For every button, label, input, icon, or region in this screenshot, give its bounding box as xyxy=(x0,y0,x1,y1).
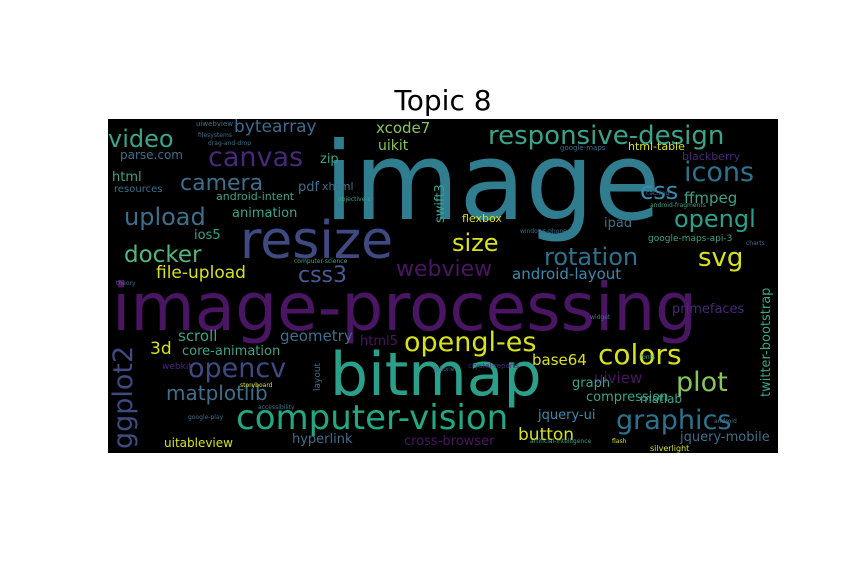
word-html: html xyxy=(112,170,142,185)
word-css: css xyxy=(640,177,679,205)
chart-title: Topic 8 xyxy=(394,84,492,117)
word-google-maps-api-3: google-maps-api-3 xyxy=(648,234,733,244)
word-canvas: canvas xyxy=(208,142,304,173)
word-ffmpeg: ffmpeg xyxy=(684,189,738,207)
word-button: button xyxy=(518,425,575,445)
word-hyperlink: hyperlink xyxy=(292,432,353,447)
word-upload: upload xyxy=(124,203,206,231)
word-resize: resize xyxy=(240,211,394,271)
word-graphics: graphics xyxy=(616,405,732,436)
word-bytearray: bytearray xyxy=(234,119,317,137)
word-file-upload: file-upload xyxy=(156,263,246,283)
word-image: image xyxy=(324,120,661,245)
word-webview: webview xyxy=(396,257,493,282)
word-charts: charts xyxy=(746,240,765,247)
word-icons: icons xyxy=(684,157,755,188)
word-uiview: uiview xyxy=(594,369,643,387)
word-css3: css3 xyxy=(298,263,348,288)
word-html-table: html-table xyxy=(628,140,685,153)
word-3d: 3d xyxy=(150,339,172,359)
word-docker: docker xyxy=(124,242,202,268)
word-animation: animation xyxy=(232,206,298,221)
word-fonts: fonts xyxy=(640,354,656,361)
word-flash: flash xyxy=(612,438,627,445)
word-widget: widget xyxy=(590,314,611,321)
word-opengl: opengl xyxy=(674,205,756,233)
word-matlab: matlab xyxy=(640,392,683,406)
word-svg: svg xyxy=(698,243,744,273)
word-camera: camera xyxy=(180,171,264,196)
word-colors: colors xyxy=(598,338,682,371)
word-parse-com: parse.com xyxy=(120,148,183,162)
word-bitmap: bitmap xyxy=(330,340,542,410)
word-cross-browser: cross-browser xyxy=(404,434,495,449)
word-ios5: ios5 xyxy=(194,228,221,243)
word-flexbox: flexbox xyxy=(462,212,502,225)
word-crystal-reports: crystal-reports xyxy=(468,362,520,370)
word-objective-c: objective-c xyxy=(338,196,371,203)
word-zip: zip xyxy=(320,152,339,167)
word-filesystems: filesystems xyxy=(198,132,232,139)
word-uikit: uikit xyxy=(378,138,409,154)
word-theory: theory xyxy=(116,280,136,287)
word-drag-and-drop: drag-and-drop xyxy=(208,140,252,147)
word-plot: plot xyxy=(676,367,728,398)
word-iphone: iphone xyxy=(434,366,455,373)
word-pdf: pdf xyxy=(298,180,320,195)
word-android-layout: android-layout xyxy=(512,265,622,283)
word-android: android xyxy=(714,418,737,425)
word-resources: resources xyxy=(114,184,163,195)
word-ipad: ipad xyxy=(604,216,633,231)
word-windows-phone-7: windows-phone-7 xyxy=(520,228,573,235)
word-artificial-intelligence: artificial-intelligence xyxy=(530,438,592,445)
word-jquery-ui: jquery-ui xyxy=(538,408,596,423)
word-video: video xyxy=(108,125,174,153)
word-compression: compression xyxy=(586,390,669,405)
word-layout: layout xyxy=(313,362,323,391)
word-computer-vision: computer-vision xyxy=(236,398,509,438)
word-caching: caching xyxy=(646,190,670,197)
word-scroll: scroll xyxy=(178,327,218,345)
word-rotation: rotation xyxy=(544,243,639,271)
word-uitableview: uitableview xyxy=(164,436,233,450)
word-opengl-es: opengl-es xyxy=(404,327,537,358)
word-google-maps: google-maps xyxy=(560,144,606,152)
word-ggplot2: ggplot2 xyxy=(108,345,139,449)
word-geometry: geometry xyxy=(280,327,353,345)
word-silverlight: silverlight xyxy=(650,444,690,453)
word-blackberry: blackberry xyxy=(682,150,741,163)
word-base64: base64 xyxy=(532,351,587,369)
word-primefaces: primefaces xyxy=(672,302,745,317)
word-accessibility: accessibility xyxy=(258,404,295,411)
word-matplotlib: matplotlib xyxy=(166,381,268,405)
word-xhtml: xhtml xyxy=(322,180,354,193)
word-core-animation: core-animation xyxy=(182,344,281,359)
word-graph: graph xyxy=(572,376,611,391)
word-computer-science: computer-science xyxy=(294,258,348,265)
word-android-fragments: android-fragments xyxy=(650,202,706,209)
word-storyboard: storyboard xyxy=(240,382,273,389)
word-twitter-bootstrap: twitter-bootstrap xyxy=(759,287,774,397)
word-swift3: swift3 xyxy=(433,184,448,223)
word-html5: html5 xyxy=(360,334,398,349)
word-google-play: google-play xyxy=(188,414,224,421)
word-uiwebview: uiwebview xyxy=(196,120,233,128)
word-opencv: opencv xyxy=(188,353,287,384)
word-xcode7: xcode7 xyxy=(376,119,431,137)
word-image-processing: image-processing xyxy=(112,269,698,346)
word-webkit: webkit xyxy=(162,362,192,372)
word-responsive-design: responsive-design xyxy=(488,121,725,151)
word-jquery-mobile: jquery-mobile xyxy=(680,430,770,445)
word-android-intent: android-intent xyxy=(216,190,295,203)
word-size: size xyxy=(452,229,499,257)
word-cloud: image image-processing bitmap resize com… xyxy=(108,119,778,453)
